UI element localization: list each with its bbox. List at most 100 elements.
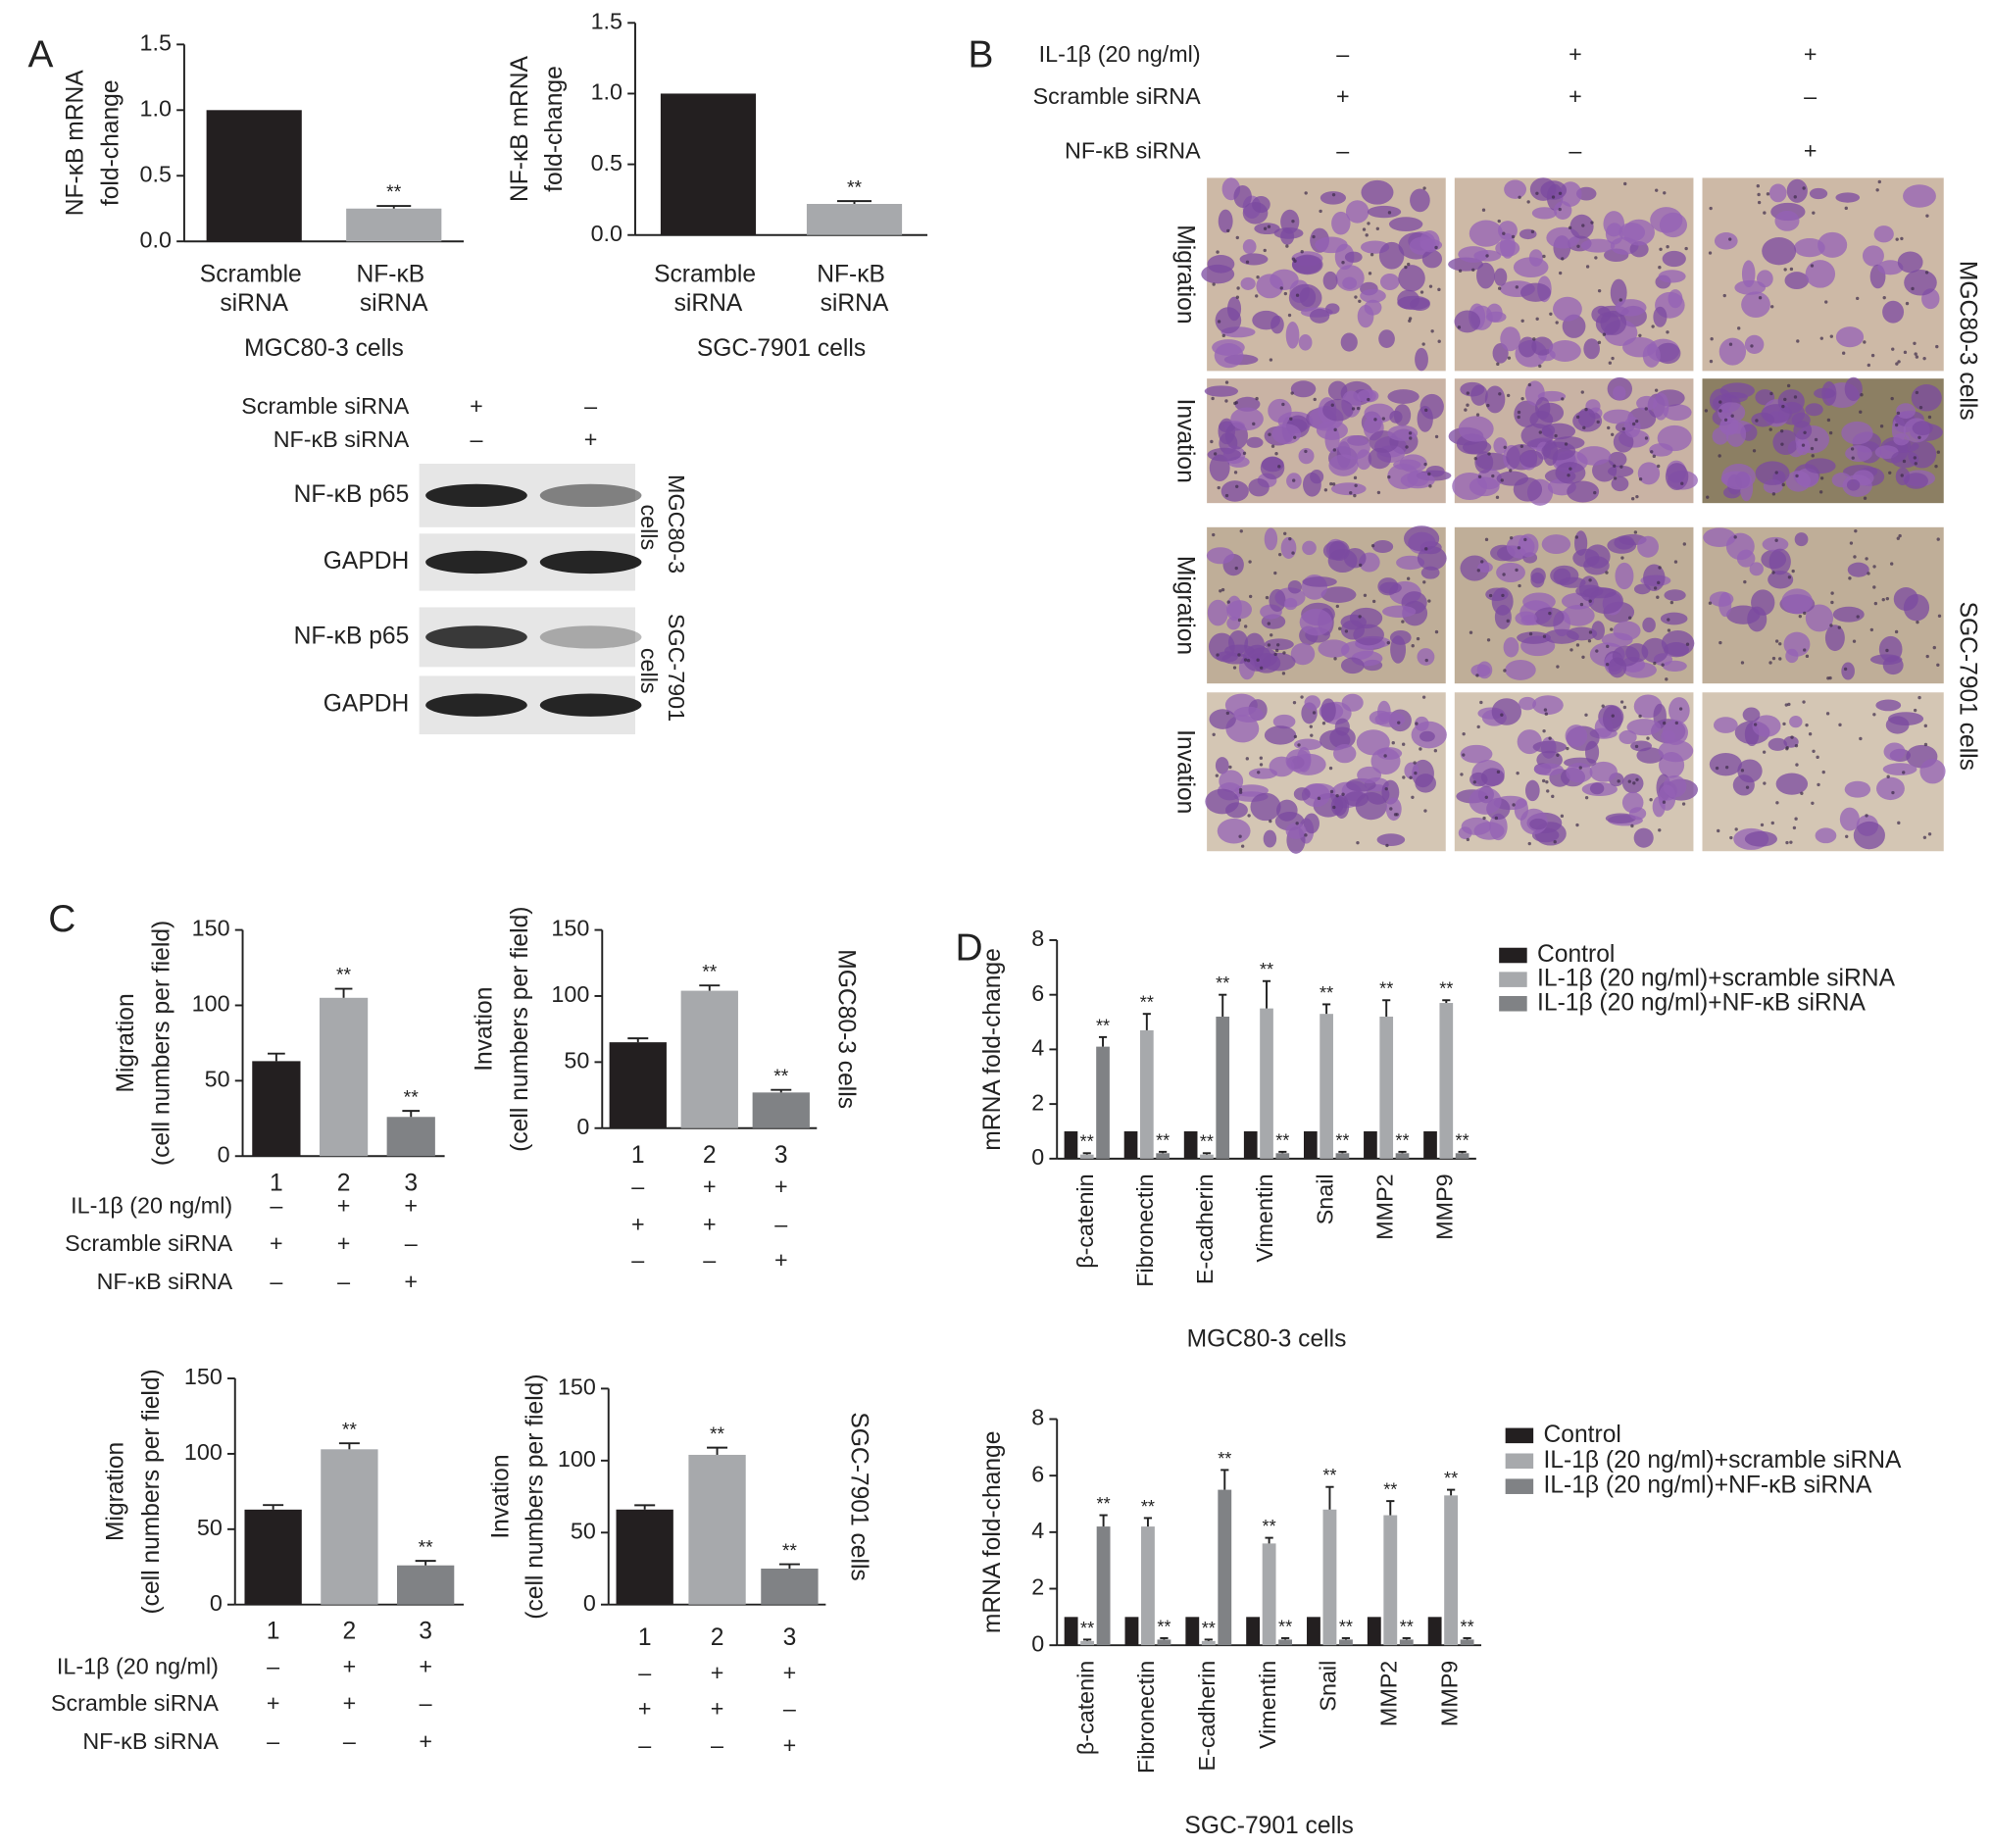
bar	[1322, 1509, 1337, 1646]
cell-blob	[1458, 246, 1489, 263]
pore-dot	[1367, 397, 1370, 402]
significance-label: **	[1157, 1617, 1170, 1636]
pore-dot	[1783, 397, 1787, 402]
pore-dot	[1333, 427, 1337, 432]
pore-dot	[1594, 256, 1598, 260]
condition-sign: –	[1336, 41, 1349, 67]
pore-dot	[1927, 832, 1932, 836]
cell-blob	[1215, 757, 1229, 774]
pore-dot	[1365, 233, 1369, 237]
cell-blob	[1841, 662, 1855, 680]
y-axis-label: Invation	[472, 987, 498, 1072]
pore-dot	[1895, 362, 1899, 366]
cell-blob	[1360, 288, 1386, 303]
y-tick-label: 8	[1031, 925, 1044, 951]
pore-dot	[1775, 801, 1779, 805]
pore-dot	[1516, 771, 1519, 775]
pore-dot	[1421, 695, 1426, 699]
pore-dot	[1662, 800, 1667, 804]
micrograph	[1201, 177, 1446, 372]
pore-dot	[1706, 495, 1710, 499]
cell-blob	[1815, 827, 1837, 844]
pore-dot	[1485, 254, 1489, 258]
pore-dot	[1872, 585, 1876, 589]
pore-dot	[1409, 436, 1413, 440]
pore-dot	[1542, 254, 1546, 259]
pore-dot	[1894, 629, 1899, 634]
cell-blob	[1477, 562, 1493, 574]
pore-dot	[1228, 765, 1232, 770]
pore-dot	[1260, 666, 1264, 670]
pore-dot	[1239, 529, 1243, 533]
pore-dot	[1256, 275, 1260, 279]
pore-dot	[1758, 296, 1763, 300]
pore-dot	[1312, 234, 1316, 239]
legend-swatch	[1505, 1427, 1534, 1444]
pore-dot	[1662, 721, 1667, 725]
y-tick-label: 150	[192, 916, 230, 941]
pore-dot	[1411, 795, 1415, 799]
pore-dot	[1393, 813, 1398, 817]
pore-dot	[1605, 571, 1609, 574]
cell-blob	[1252, 310, 1280, 330]
cell-blob	[1276, 799, 1298, 822]
image-row-label: Invation	[1171, 729, 1198, 814]
pore-dot	[1532, 337, 1536, 341]
cell-blob	[1320, 698, 1336, 723]
pore-dot	[1512, 803, 1516, 807]
pore-dot	[1634, 744, 1639, 749]
cell-blob	[1768, 737, 1788, 751]
blot-band	[539, 693, 642, 717]
pore-dot	[1865, 814, 1868, 818]
condition-label: NF-κB siRNA	[97, 1269, 233, 1294]
cell-blob	[1500, 232, 1516, 259]
cell-blob	[1919, 759, 1946, 784]
pore-dot	[1781, 404, 1785, 409]
y-tick-label: 0	[210, 1590, 223, 1616]
cell-blob	[1622, 219, 1655, 246]
pore-dot	[1796, 339, 1800, 343]
pore-dot	[1427, 472, 1431, 476]
cell-blob	[1601, 632, 1633, 647]
pore-dot	[1902, 459, 1907, 464]
cell-blob	[1793, 421, 1813, 440]
pore-dot	[1411, 644, 1415, 648]
pore-dot	[1458, 269, 1463, 273]
pore-dot	[1520, 396, 1524, 401]
cell-blob	[1410, 188, 1430, 213]
cell-blob	[1290, 380, 1317, 398]
pore-dot	[1872, 713, 1876, 717]
cell-blob	[1755, 461, 1790, 485]
pore-dot	[1757, 192, 1761, 197]
cell-blob	[1603, 211, 1625, 237]
condition-sign: –	[405, 1230, 418, 1256]
cell-blob	[1320, 586, 1357, 603]
cell-blob	[1768, 571, 1794, 589]
legend-swatch	[1505, 1453, 1534, 1470]
pore-dot	[1351, 407, 1356, 411]
cell-blob	[1234, 396, 1261, 412]
pore-dot	[1551, 794, 1555, 799]
x-tick-label: 2	[337, 1170, 351, 1196]
condition-sign: –	[420, 1690, 432, 1716]
pore-dot	[1358, 615, 1362, 619]
pore-dot	[1518, 195, 1521, 199]
cell-blob	[1396, 555, 1425, 571]
pore-dot	[1710, 337, 1714, 341]
cell-blob	[1335, 265, 1365, 291]
cell-blob	[1612, 645, 1640, 667]
pore-dot	[1891, 347, 1895, 351]
cell-blob	[1637, 535, 1659, 558]
pore-dot	[1666, 330, 1669, 334]
cell-blob	[1248, 477, 1270, 497]
pore-dot	[1923, 742, 1928, 747]
pore-dot	[1897, 821, 1901, 825]
pore-dot	[1658, 266, 1662, 270]
cell-blob	[1340, 657, 1365, 674]
cell-blob	[1328, 540, 1350, 561]
pore-dot	[1243, 658, 1248, 662]
pore-dot	[1900, 236, 1904, 241]
cell-blob	[1244, 632, 1266, 659]
pore-dot	[1383, 754, 1387, 758]
pore-dot	[1507, 356, 1512, 360]
